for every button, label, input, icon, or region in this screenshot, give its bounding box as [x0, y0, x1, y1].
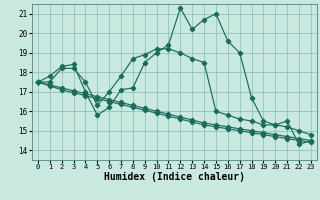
X-axis label: Humidex (Indice chaleur): Humidex (Indice chaleur)	[104, 172, 245, 182]
